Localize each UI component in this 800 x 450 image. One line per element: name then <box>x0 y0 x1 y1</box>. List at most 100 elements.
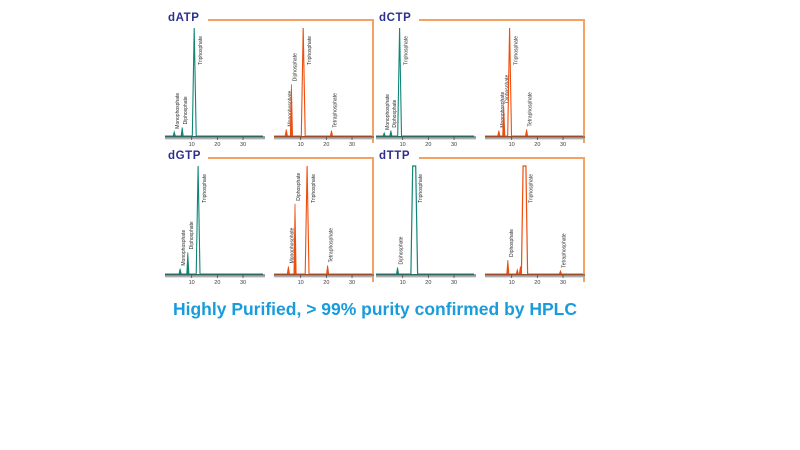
panel-dATP: dATP 10 20 30 Monophosphate Diphosphate Triph… <box>164 10 375 148</box>
peak <box>329 130 333 137</box>
peak <box>186 252 190 275</box>
peak <box>506 259 510 275</box>
x-tick-label: 10 <box>298 280 304 286</box>
chromatogram-plot: 10 20 30 Monophosphate Diphosphate Triphospha… <box>274 165 374 286</box>
x-tick-label: 10 <box>400 142 406 148</box>
purity-caption: Highly Purified, > 99% purity confirmed … <box>172 299 578 319</box>
chromatogram-dTTP-teal: 10 20 30 Diphosphate Triphosphate <box>376 162 476 286</box>
chromatogram-pair: 10 20 30 Diphosphate Triphosphate 10 20 30 Diph… <box>376 162 585 286</box>
panel-border <box>208 157 374 282</box>
x-tick-label: 30 <box>349 280 355 286</box>
x-tick-label: 10 <box>189 142 195 148</box>
peak-label: Diphosphate <box>509 229 515 257</box>
x-tick-label: 30 <box>560 280 566 286</box>
x-tick-label: 30 <box>451 142 457 148</box>
peak-label: Triphosphate <box>514 36 520 65</box>
peak-label: Diphosphate <box>399 236 405 264</box>
x-tick-label: 10 <box>400 280 406 286</box>
peak <box>293 203 297 275</box>
chromatogram-dCTP-teal: 10 20 30 Monophosphate Diphosphate Triphospha… <box>376 24 476 148</box>
x-tick-label: 20 <box>534 280 540 286</box>
panel-grid: dATP 10 20 30 Monophosphate Diphosphate Triph… <box>164 10 586 287</box>
x-tick-label: 20 <box>534 142 540 148</box>
peak <box>289 84 293 137</box>
peak <box>389 130 393 137</box>
chromatogram-pair: 10 20 30 Monophosphate Diphosphate Triphospha… <box>376 24 585 148</box>
peak <box>300 27 306 137</box>
peak-label: Triphosphate <box>307 36 313 65</box>
peak-label: Tetraphosphate <box>329 228 335 263</box>
peak <box>410 165 419 275</box>
peak-label: Monophosphate <box>181 230 187 266</box>
x-tick-label: 20 <box>214 280 220 286</box>
peak-label: Triphosphate <box>418 174 424 203</box>
peak-label: Diphosphate <box>392 99 398 127</box>
x-tick-label: 30 <box>240 142 246 148</box>
peak-label: Diphosphate <box>505 75 511 103</box>
x-tick-label: 10 <box>189 280 195 286</box>
x-tick-label: 20 <box>323 142 329 148</box>
peak-label: Triphosphate <box>404 36 410 65</box>
peak <box>497 130 501 137</box>
peak <box>382 131 386 137</box>
peak <box>172 130 176 137</box>
peak <box>397 27 403 137</box>
chromatogram-pair: 10 20 30 Monophosphate Diphosphate Triphospha… <box>165 162 374 286</box>
x-tick-label: 20 <box>214 142 220 148</box>
chromatogram-dTTP-orange: 10 20 30 Diphosphate Triphosphate Tetraphosph… <box>485 162 585 286</box>
chromatogram-dATP-teal: 10 20 30 Monophosphate Diphosphate Triphospha… <box>165 24 265 148</box>
x-tick-label: 10 <box>509 142 515 148</box>
chromatogram-plot: 10 20 30 Diphosphate Triphosphate <box>376 165 476 286</box>
peak <box>520 165 529 275</box>
peak-label: Diphosphate <box>189 221 195 249</box>
hplc-purity-figure: dATP 10 20 30 Monophosphate Diphosphate Triph… <box>164 10 586 287</box>
peak <box>525 129 529 137</box>
peak-label: Diphosphate <box>292 53 298 81</box>
panel-title-dATP: dATP <box>168 12 203 24</box>
panel-title-dTTP: dTTP <box>379 150 414 162</box>
panel-title-dGTP: dGTP <box>168 150 205 162</box>
peak <box>515 268 519 275</box>
x-tick-label: 20 <box>425 142 431 148</box>
peak <box>558 269 562 275</box>
peak <box>284 129 288 137</box>
x-tick-label: 20 <box>425 280 431 286</box>
panel-dCTP: dCTP 10 20 30 Monophosphate Diphosphate Triph… <box>375 10 586 148</box>
peak-label: Diphosphate <box>296 173 302 201</box>
peak-label: Triphosphate <box>529 174 535 203</box>
x-tick-label: 20 <box>323 280 329 286</box>
peak-label: Tetraphosphate <box>528 92 534 127</box>
panel-dGTP: dGTP 10 20 30 Monophosphate Diphosphate Triph… <box>164 148 375 287</box>
panel-border <box>208 19 374 143</box>
peak <box>507 27 513 137</box>
peak <box>396 267 400 275</box>
peak-label: Monophosphate <box>287 90 293 126</box>
peak <box>178 268 182 275</box>
peak-label: Tetraphosphate <box>333 93 339 128</box>
peak <box>286 266 290 275</box>
peak <box>304 165 310 275</box>
x-tick-label: 30 <box>451 280 457 286</box>
chromatogram-pair: 10 20 30 Monophosphate Diphosphate Triphospha… <box>165 24 374 148</box>
panel-border <box>419 19 585 143</box>
peak <box>502 105 506 137</box>
peak-label: Tetraphosphate <box>562 233 568 268</box>
chromatogram-plot: 10 20 30 Diphosphate Triphosphate Tetraphosph… <box>485 165 585 286</box>
x-tick-label: 10 <box>298 142 304 148</box>
peak-label: Triphosphate <box>311 174 317 203</box>
peak-label: Monophosphate <box>175 93 181 129</box>
chromatogram-dGTP-teal: 10 20 30 Monophosphate Diphosphate Triphospha… <box>165 162 265 286</box>
peak <box>195 165 201 275</box>
x-tick-label: 10 <box>509 280 515 286</box>
peak-label: Monophosphate <box>500 92 506 128</box>
peak-label: Monophosphate <box>289 227 295 263</box>
peak <box>191 27 197 137</box>
peak-label: Triphosphate <box>202 174 208 203</box>
peak-label: Triphosphate <box>198 36 204 65</box>
peak-label: Monophosphate <box>385 94 391 130</box>
